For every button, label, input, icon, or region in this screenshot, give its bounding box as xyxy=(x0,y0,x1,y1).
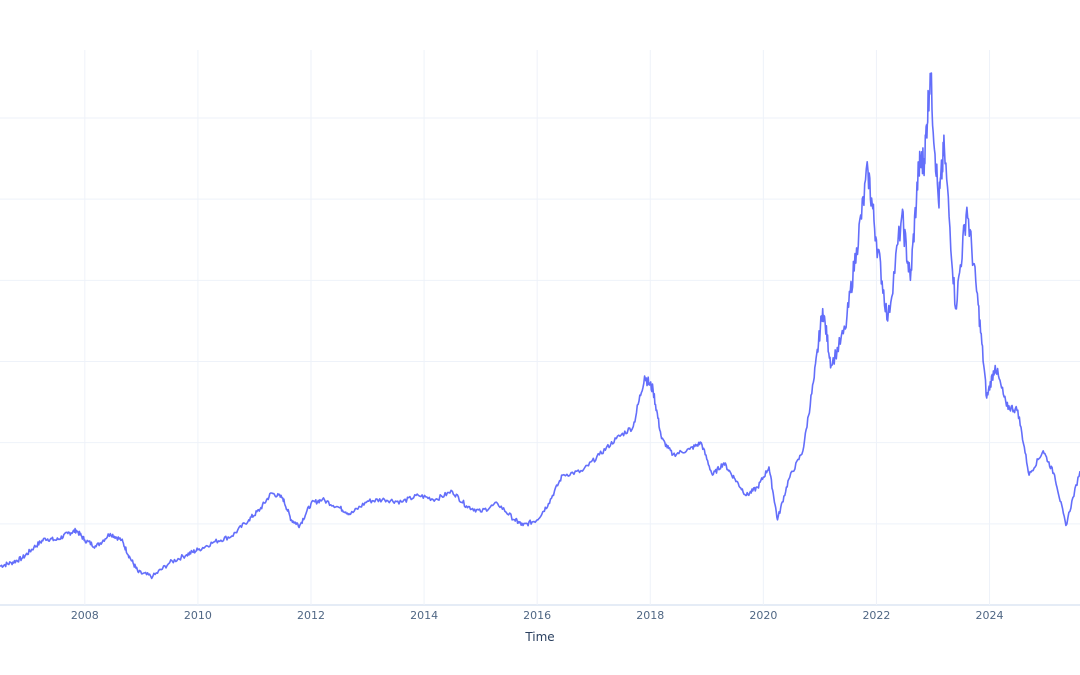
x-tick-label: 2010 xyxy=(184,609,212,622)
x-tick-label: 2012 xyxy=(297,609,325,622)
x-gridlines xyxy=(84,50,991,605)
x-tick-label: 2016 xyxy=(523,609,551,622)
y-gridlines xyxy=(0,117,1080,606)
x-tick-label: 2008 xyxy=(71,609,99,622)
x-tick-label: 2024 xyxy=(976,609,1004,622)
x-tick-label: 2020 xyxy=(749,609,777,622)
x-axis-tick-labels: 2008 2010 2012 2014 2016 2018 2020 2022 2024 xyxy=(71,609,1004,622)
price-line xyxy=(0,72,1080,580)
x-tick-label: 2022 xyxy=(862,609,890,622)
x-tick-label: 2014 xyxy=(410,609,438,622)
x-tick-label: 2018 xyxy=(636,609,664,622)
x-axis-title: Time xyxy=(524,630,554,644)
